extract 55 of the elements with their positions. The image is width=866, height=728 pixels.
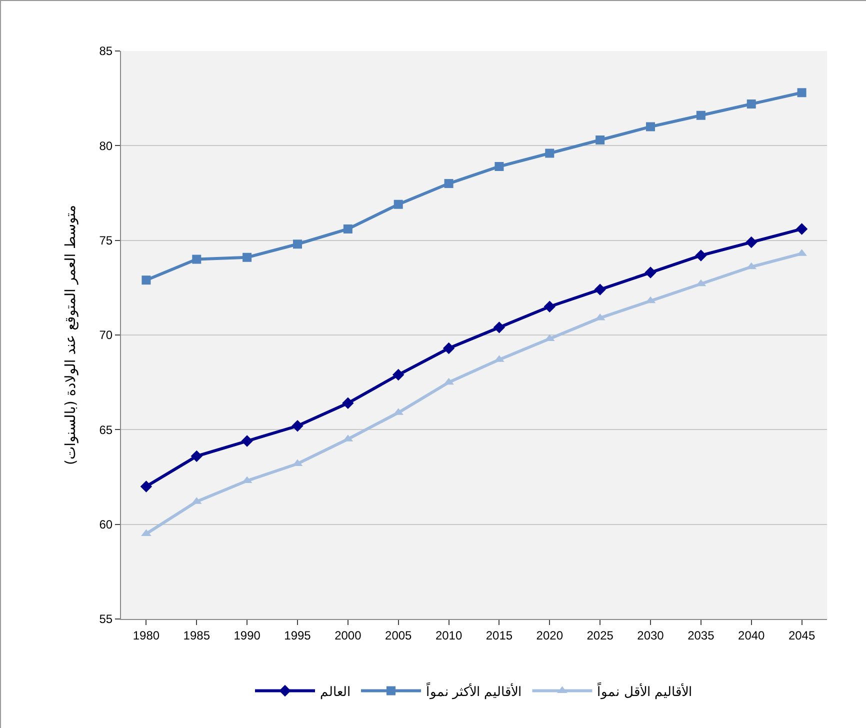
point xyxy=(444,179,454,188)
point xyxy=(342,397,354,410)
point xyxy=(494,162,504,171)
point xyxy=(545,148,554,158)
x-tick-label: 2040 xyxy=(738,628,766,642)
legend-label: الأقاليم الأكثر نمواً xyxy=(426,682,522,700)
y-tick-label: 75 xyxy=(99,234,113,248)
x-tick-label: 2045 xyxy=(788,628,816,642)
point xyxy=(796,223,808,235)
y-axis-title: متوسط العمر المتوقع عند الولادة (بالسنوات) xyxy=(62,204,79,466)
y-tick-label: 55 xyxy=(99,612,113,626)
point xyxy=(544,300,556,312)
y-tick-label: 80 xyxy=(99,138,113,153)
point xyxy=(746,100,756,109)
point xyxy=(242,252,252,262)
point xyxy=(241,435,253,447)
point xyxy=(444,378,454,385)
point xyxy=(594,284,606,296)
x-tick-label: 2010 xyxy=(435,628,462,642)
point xyxy=(644,266,656,278)
point xyxy=(392,368,404,381)
x-tick-label: 2020 xyxy=(536,628,564,642)
x-tick-label: 2000 xyxy=(334,628,362,642)
legend-label: العالم xyxy=(320,684,351,700)
point xyxy=(192,254,202,264)
y-tick-label: 70 xyxy=(99,328,113,342)
point xyxy=(695,250,707,262)
point xyxy=(493,322,506,334)
point xyxy=(696,110,706,120)
x-tick-label: 2025 xyxy=(586,628,614,642)
point xyxy=(141,529,152,536)
point xyxy=(140,480,152,492)
legend-label: الأقاليم الأقل نمواً xyxy=(597,682,692,700)
y-tick-label: 85 xyxy=(99,44,113,58)
x-tick-label: 2035 xyxy=(688,628,715,642)
point xyxy=(293,240,302,249)
x-tick-label: 2030 xyxy=(637,628,664,642)
x-tick-label: 1985 xyxy=(183,628,210,642)
point xyxy=(292,420,304,432)
x-tick-label: 2015 xyxy=(486,628,513,642)
y-tick-label: 65 xyxy=(99,422,113,437)
y-tick-label: 60 xyxy=(99,518,113,532)
x-tick-label: 1990 xyxy=(234,628,261,642)
x-tick-label: 1980 xyxy=(132,628,160,642)
point xyxy=(442,342,455,354)
x-tick-label: 1995 xyxy=(284,628,312,642)
point xyxy=(596,135,605,144)
point xyxy=(797,88,806,98)
point xyxy=(142,276,151,285)
x-tick-label: 2005 xyxy=(385,628,412,642)
point xyxy=(746,236,758,248)
point xyxy=(190,450,202,462)
point xyxy=(394,200,403,209)
point xyxy=(646,122,655,132)
point xyxy=(343,224,352,234)
